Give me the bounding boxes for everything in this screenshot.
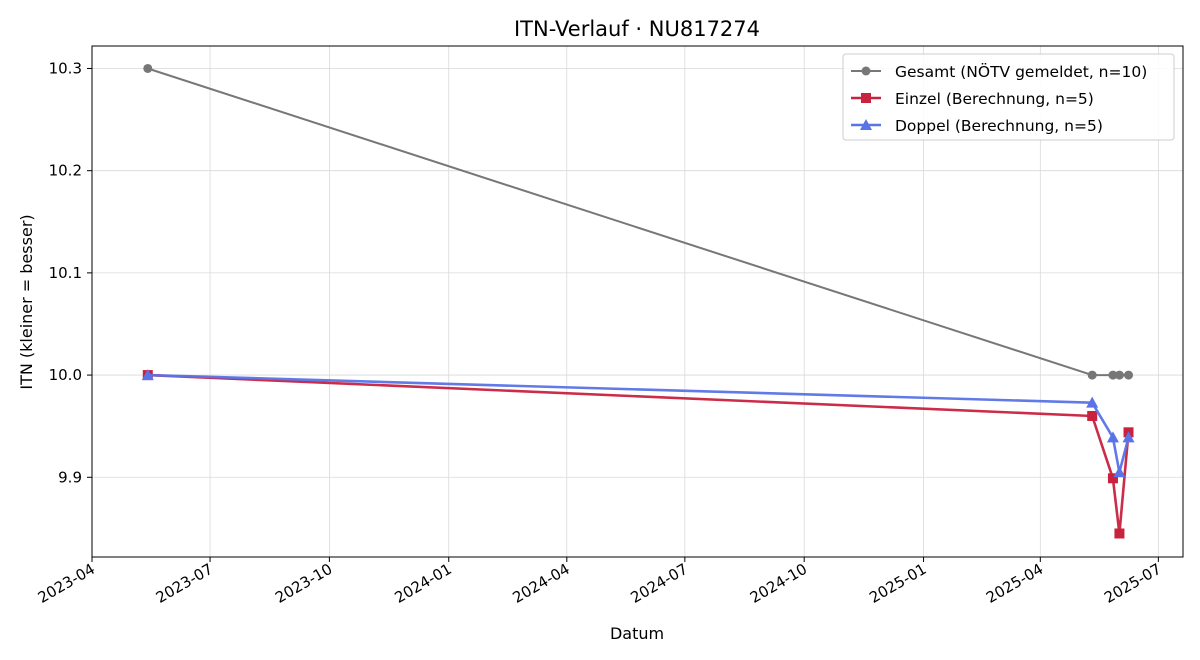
legend: Gesamt (NÖTV gemeldet, n=10) Einzel (Bere… xyxy=(842,53,1175,141)
chart-title: ITN-Verlauf · NU817274 xyxy=(514,17,760,41)
legend-label: Doppel (Berechnung, n=5) xyxy=(895,117,1103,135)
y-axis-label: ITN (kleiner = besser) xyxy=(17,214,36,389)
y-tick-label: 10.2 xyxy=(49,162,82,180)
series-2-point xyxy=(1106,431,1119,443)
x-axis-label: Datum xyxy=(610,624,664,643)
plot-frame xyxy=(91,45,1184,558)
legend-swatch-marker xyxy=(860,119,872,130)
legend-entry-2: Doppel (Berechnung, n=5) xyxy=(851,117,1103,135)
series-1-point xyxy=(1107,473,1118,484)
y-tick-label: 10.3 xyxy=(49,59,82,77)
y-tick-label: 10.1 xyxy=(49,264,82,282)
series-0-point xyxy=(1108,370,1118,380)
series-0-point xyxy=(1124,370,1134,380)
series-2-point xyxy=(1113,466,1126,478)
y-tick-label: 10.0 xyxy=(49,366,82,384)
series-0-point xyxy=(143,63,153,73)
series-2-point xyxy=(1122,431,1135,443)
series-2 xyxy=(141,369,1135,478)
series-2-point xyxy=(1086,396,1099,408)
series-1-point xyxy=(1087,410,1098,421)
series-layer xyxy=(141,63,1135,539)
series-0-point xyxy=(1087,370,1097,380)
legend-label: Gesamt (NÖTV gemeldet, n=10) xyxy=(895,62,1147,81)
series-0 xyxy=(143,63,1134,380)
y-tick-label: 9.9 xyxy=(58,468,82,486)
legend-entry-1: Einzel (Berechnung, n=5) xyxy=(851,90,1094,108)
series-2-point xyxy=(141,369,154,381)
series-1-point xyxy=(1114,528,1125,539)
legend-entry-0: Gesamt (NÖTV gemeldet, n=10) xyxy=(851,62,1147,81)
legend-box xyxy=(842,53,1175,141)
series-0-point xyxy=(1114,370,1124,380)
legend-swatch-marker xyxy=(861,93,871,103)
legend-swatch-marker xyxy=(861,66,871,76)
legend-label: Einzel (Berechnung, n=5) xyxy=(895,90,1094,108)
